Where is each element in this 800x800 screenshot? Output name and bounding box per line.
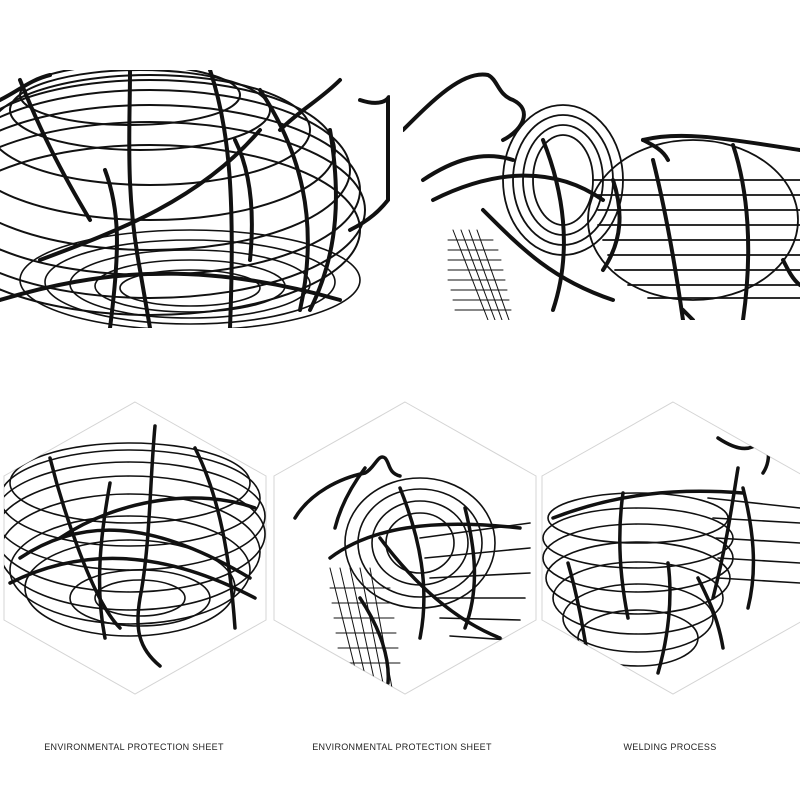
caption-environmental-protection-2: ENVIRONMENTAL PROTECTION SHEET <box>312 742 492 752</box>
basket-hex-photo-1 <box>0 398 270 698</box>
basket-closeup-photo-1 <box>0 70 390 328</box>
basket-hex-photo-2 <box>270 398 540 698</box>
caption-environmental-protection-1: ENVIRONMENTAL PROTECTION SHEET <box>44 742 224 752</box>
basket-closeup-photo-2 <box>403 70 800 320</box>
basket-hex-photo-3 <box>538 398 800 698</box>
caption-welding-process: WELDING PROCESS <box>623 742 717 752</box>
